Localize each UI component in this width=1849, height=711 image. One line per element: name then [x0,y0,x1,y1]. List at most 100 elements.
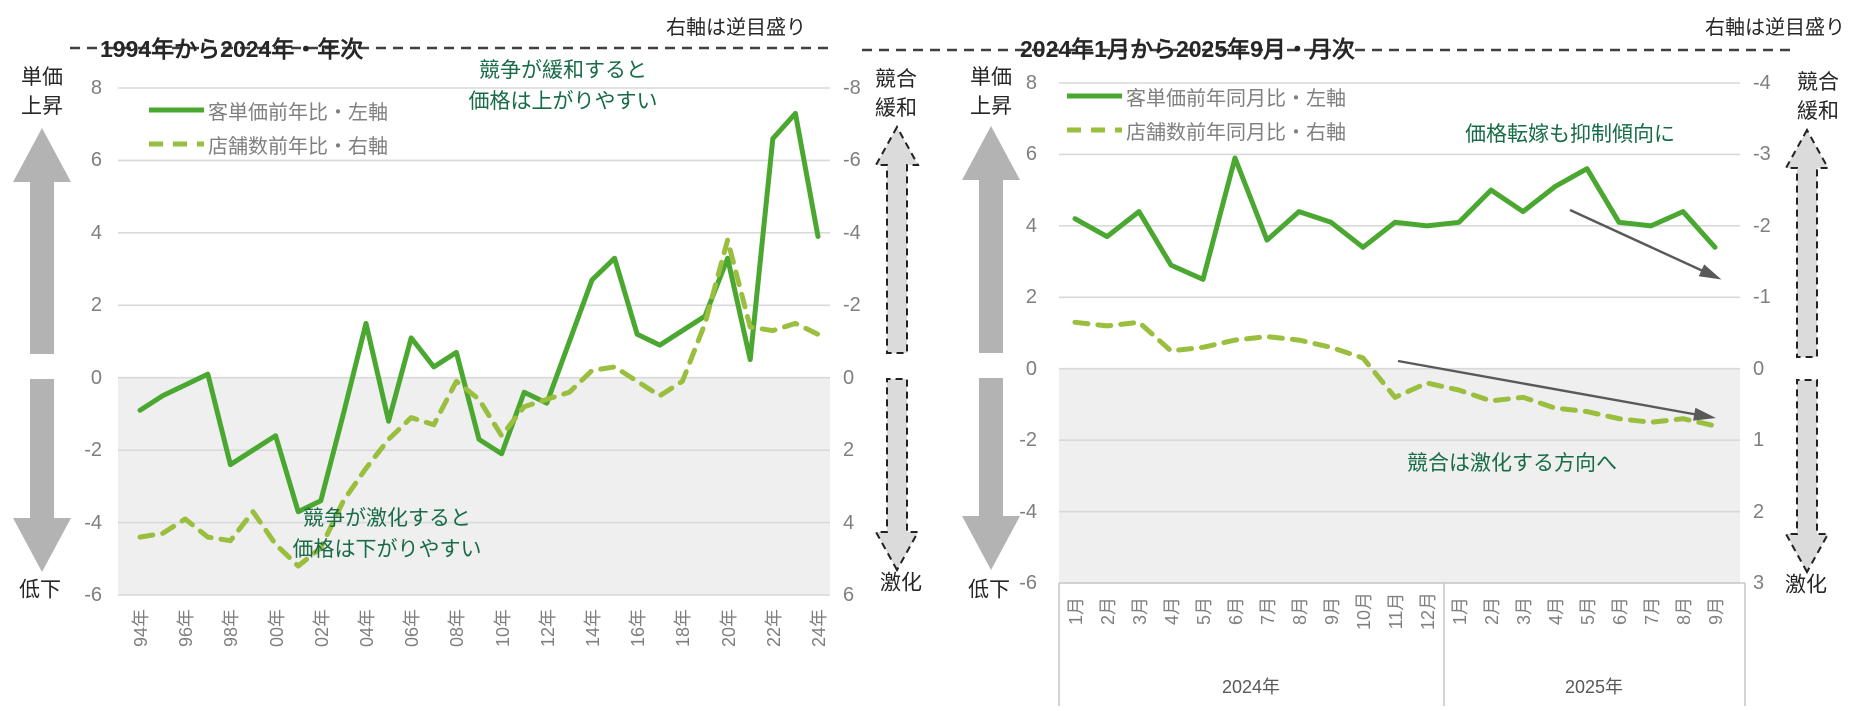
x-axis-tick: 11月 [1386,592,1406,630]
stores-series-line [1072,319,1718,429]
competition-intensify-arrow [874,378,920,573]
trend-arrow-head [1693,407,1716,421]
y-axis-tick-left: -2 [1019,429,1037,452]
y-axis-tick-left: 2 [90,294,102,317]
y-axis-tick-left: 4 [90,221,102,244]
price-direction-arrow-up [13,128,71,354]
x-axis-tick: 22年 [763,608,784,648]
legend-item-stores: 店舗数前年比・右軸 [148,131,388,158]
legend: 客単価前年比・左軸 店舗数前年比・右軸 [148,97,388,165]
x-axis-tick: 3月 [1130,596,1150,626]
x-axis-tick: 16年 [628,608,649,648]
x-axis-tick: 20年 [718,608,739,648]
x-axis-tick: 08年 [447,608,468,648]
x-axis-tick: 1月 [1450,596,1470,626]
y-axis-tick-right: -3 [1753,143,1771,166]
y-axis-tick-left: 6 [90,149,102,172]
x-axis-tick: 98年 [221,608,242,648]
x-axis-tick: 9月 [1706,596,1726,626]
x-axis-tick: 4月 [1162,596,1182,626]
y-axis-tick-left: -6 [84,584,102,606]
x-axis-tick: 3月 [1514,596,1534,626]
legend-line-sample-solid [149,107,204,113]
price-decline-label: 低下 [19,578,61,602]
x-axis-tick: 06年 [402,608,423,648]
chart-title: 1994年から2024年・年次 [100,36,364,63]
y-axis-tick-left: -4 [1019,500,1037,523]
y-axis-tick-right: -2 [1753,214,1771,237]
x-axis-tick: 10月 [1354,591,1374,631]
y-axis-tick-left: 6 [1025,143,1037,166]
annotation-line: 価格転嫁も抑制傾向に [1465,123,1675,146]
y-axis-tick-right: -1 [1753,286,1771,309]
y-axis-tick-left: 2 [1025,286,1037,309]
y-axis-tick-left: -4 [84,511,102,534]
x-axis-tick: 7月 [1258,596,1278,626]
y-axis-tick-right: 1 [1753,429,1765,452]
legend-line-sample-dashed [149,141,204,147]
competition-ease-arrow [874,124,920,354]
annotation-line: 価格は上がりやすい [468,90,658,113]
price-direction-arrow-up [962,126,1020,353]
legend-line-sample-solid [1067,93,1122,99]
price-rise-label: 単価 上昇 [970,66,1012,118]
x-axis-tick: 18年 [673,608,694,648]
annotation-line: 競争が激化すると [303,507,471,530]
annotation-bottom: 競合は激化する方向へ [1407,448,1617,479]
chart-title: 2024年1月から2025年9月・月次 [1020,36,1355,63]
y-axis-tick-left: 8 [90,77,102,99]
annotation-line: 価格は下がりやすい [292,538,482,561]
y-axis-tick-right: -6 [843,149,861,172]
y-axis-tick-right: 3 [1753,572,1765,594]
x-axis-tick: 2月 [1482,596,1502,626]
y-axis-tick-right: -2 [843,294,861,317]
x-axis-tick: 4月 [1546,596,1566,626]
y-axis-tick-right: 2 [843,439,855,462]
price-series-line [1072,155,1718,282]
x-axis-tick: 8月 [1674,596,1694,626]
x-axis-tick: 8月 [1290,596,1310,626]
x-axis-tick: 7月 [1642,596,1662,626]
x-axis-tick: 96年 [176,608,197,648]
annotation-bottom: 競争が激化すると 価格は下がりやすい [293,503,482,565]
x-axis-tick: 5月 [1578,596,1598,626]
legend-item-stores: 店舗数前年同月比・右軸 [1066,117,1346,144]
competition-intensify-label: 激化 [880,571,922,595]
competition-intensify-arrow [1784,379,1830,575]
annotation-top: 競争が緩和すると 価格は上がりやすい [469,55,658,117]
legend: 客単価前年同月比・左軸 店舗数前年同月比・右軸 [1066,83,1346,151]
x-axis-tick: 5月 [1194,596,1214,626]
x-axis-tick: 1月 [1066,596,1086,626]
x-axis-tick: 24年 [809,608,829,648]
competition-ease-label: 競合 緩和 [875,68,917,120]
y-axis-tick-right: 0 [1753,357,1765,380]
price-direction-arrow-down [962,378,1020,570]
y-axis-tick-left: 0 [1025,357,1037,380]
x-axis-tick: 10年 [492,608,513,648]
x-axis-tick: 6月 [1226,596,1246,626]
y-axis-tick-left: -6 [1019,572,1037,594]
annotation-line: 競合は激化する方向へ [1407,452,1617,475]
x-axis-tick: 94年 [131,608,151,648]
y-axis-tick-right: 2 [1753,500,1765,523]
x-axis-year-label: 2025年 [1564,677,1624,697]
x-axis-tick: 2月 [1098,596,1118,626]
x-axis-tick: 04年 [357,608,377,648]
y-axis-tick-right: 0 [843,366,855,389]
x-axis-tick: 9月 [1322,596,1342,626]
x-axis-tick: 12年 [537,608,558,648]
right-axis-note: 右軸は逆目盛り [666,17,806,39]
competition-ease-label: 競合 緩和 [1797,71,1839,123]
right-axis-note: 右軸は逆目盛り [1705,17,1845,39]
y-axis-tick-right: -8 [843,77,861,99]
shaded-negative-band [1059,368,1740,583]
legend-item-price: 客単価前年同月比・左軸 [1066,83,1346,110]
x-axis-tick: 6月 [1610,596,1630,626]
y-axis-tick-left: 0 [90,366,102,389]
y-axis-tick-left: 4 [1025,214,1037,237]
price-rise-label: 単価 上昇 [21,66,63,118]
y-axis-tick-left: -2 [84,439,102,462]
x-axis-tick: 00年 [266,608,287,648]
